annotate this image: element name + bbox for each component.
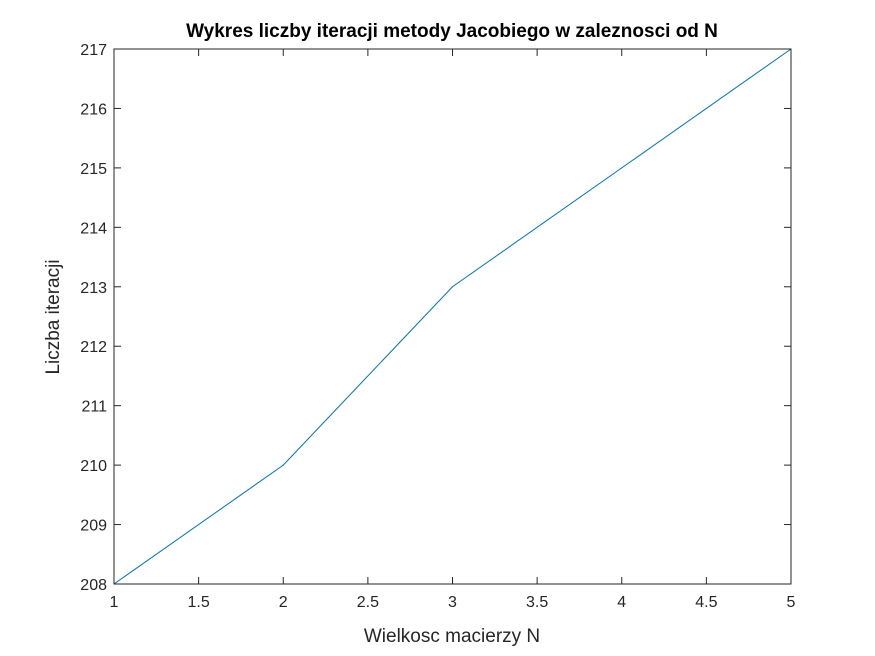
x-tick-label: 5 <box>787 594 796 611</box>
y-axis-label: Liczba iteracji <box>43 259 64 374</box>
data-point <box>282 464 284 466</box>
y-tick-label: 208 <box>80 577 107 594</box>
y-tick-label: 213 <box>80 280 107 297</box>
y-tick-label: 210 <box>80 458 107 475</box>
y-tick-label: 209 <box>80 518 107 535</box>
y-tick-label: 217 <box>80 42 107 59</box>
x-tick-label: 1.5 <box>188 594 210 611</box>
y-tick-label: 215 <box>80 161 107 178</box>
x-axis-label: Wielkosc macierzy N <box>364 626 540 647</box>
data-point <box>452 286 453 288</box>
plot-frame <box>113 48 792 585</box>
chart-title: Wykres liczby iteracji metody Jacobiego … <box>186 21 718 42</box>
y-tick-label: 214 <box>80 220 107 237</box>
y-tick-label: 211 <box>81 399 107 416</box>
x-tick-label: 3 <box>448 594 457 611</box>
x-tick-label: 1 <box>110 594 119 611</box>
x-tick-label: 4 <box>617 594 626 611</box>
plot-background <box>114 49 791 584</box>
x-tick-label: 4.5 <box>695 594 717 611</box>
x-tick-labels: 1 1.5 2 2.5 3 3.5 4 4.5 5 <box>110 594 796 611</box>
data-point <box>621 167 623 169</box>
x-tick-label: 2.5 <box>357 594 379 611</box>
y-tick-label: 216 <box>80 101 107 118</box>
x-tick-label: 3.5 <box>526 594 548 611</box>
x-tick-label: 2 <box>279 594 288 611</box>
y-tick-label: 212 <box>80 339 107 356</box>
y-tick-labels: 208 209 210 211 212 213 214 215 216 217 <box>80 42 107 594</box>
